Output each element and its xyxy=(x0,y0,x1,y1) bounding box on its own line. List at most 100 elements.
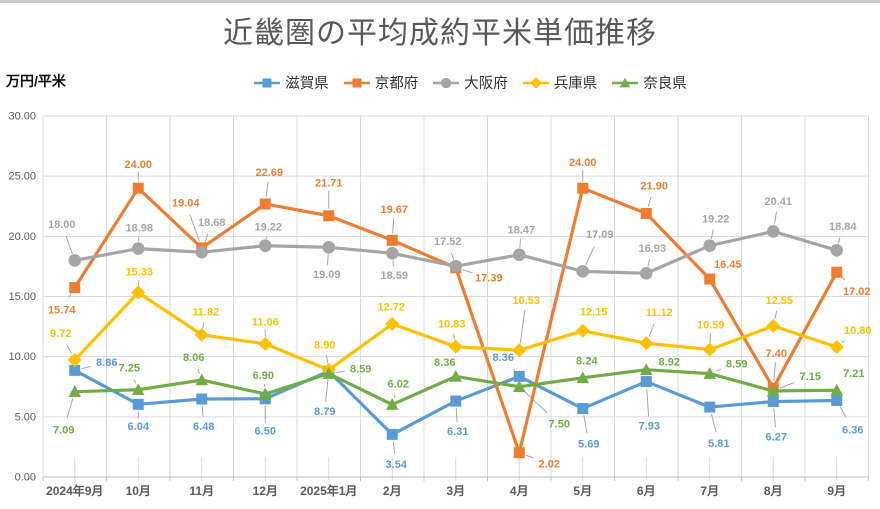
leader-line xyxy=(519,238,522,248)
data-label: 21.90 xyxy=(640,180,668,192)
y-tick-label: 5.00 xyxy=(15,411,36,423)
data-label: 8.79 xyxy=(314,406,335,418)
x-axis xyxy=(42,476,869,481)
x-tick-label: 12月 xyxy=(253,484,278,498)
x-tick-label: 2024年9月 xyxy=(46,483,103,498)
data-label: 8.36 xyxy=(493,352,514,364)
leader-line xyxy=(453,333,456,340)
data-label: 24.00 xyxy=(569,157,597,169)
square-marker xyxy=(262,77,272,88)
data-label: 7.93 xyxy=(639,420,660,432)
leader-line xyxy=(710,413,717,433)
series-line-osaka xyxy=(68,225,844,280)
legend-label: 兵庫県 xyxy=(553,76,598,92)
x-tick-label: 5月 xyxy=(573,484,592,498)
leader-line xyxy=(519,310,526,344)
square-marker xyxy=(704,401,716,413)
legend-key-square-icon xyxy=(343,77,370,88)
square-marker xyxy=(386,234,398,246)
triangle-marker xyxy=(620,77,631,87)
square-marker xyxy=(450,395,462,407)
data-label: 17.09 xyxy=(586,229,614,241)
data-label: 24.00 xyxy=(124,159,152,171)
leader-line xyxy=(81,365,91,370)
legend-key-circle-icon xyxy=(433,77,460,88)
data-label: 18.47 xyxy=(507,225,535,237)
series-line-nara xyxy=(68,363,844,410)
leader-line xyxy=(189,214,200,242)
square-marker xyxy=(577,403,589,415)
square-marker xyxy=(513,447,525,459)
y-tick-label: 20.00 xyxy=(8,231,36,243)
triangle-marker xyxy=(68,385,82,397)
square-marker xyxy=(69,282,81,294)
circle-marker xyxy=(830,243,844,257)
diamond-marker xyxy=(575,323,590,338)
leader-line xyxy=(841,340,846,344)
leader-line xyxy=(841,276,846,281)
triangle-marker xyxy=(195,373,209,386)
triangle-marker xyxy=(703,367,717,379)
leader-line xyxy=(462,269,473,274)
leader-line xyxy=(66,398,74,419)
data-label: 6.27 xyxy=(766,431,787,443)
data-label: 12.55 xyxy=(765,295,793,307)
leader-line xyxy=(202,321,205,328)
circle-marker xyxy=(195,245,209,259)
leader-line xyxy=(392,218,395,234)
square-marker xyxy=(196,393,208,405)
y-tick-label: 0.00 xyxy=(15,472,36,484)
leader-line xyxy=(773,408,776,428)
leader-line xyxy=(66,345,72,355)
diamond-marker xyxy=(258,336,273,351)
data-label: 7.15 xyxy=(800,371,821,383)
data-label: 11.12 xyxy=(646,307,673,319)
x-tick-label: 10月 xyxy=(126,484,151,498)
data-label: 16.45 xyxy=(714,259,742,271)
data-label: 6.04 xyxy=(128,421,150,433)
diamond-marker xyxy=(448,339,463,354)
data-label: 7.21 xyxy=(843,368,864,380)
leader-line xyxy=(68,293,72,298)
square-marker xyxy=(132,398,144,410)
square-marker xyxy=(513,370,525,382)
circle-marker xyxy=(258,239,272,253)
leader-line xyxy=(583,415,588,434)
diamond-marker xyxy=(67,353,82,368)
square-marker xyxy=(767,396,779,408)
data-label: 6.48 xyxy=(193,421,214,433)
data-label: 8.59 xyxy=(726,358,747,370)
data-label: 11.06 xyxy=(252,317,279,329)
data-label: 7.25 xyxy=(119,363,140,375)
data-label: 19.09 xyxy=(313,269,341,281)
circle-marker xyxy=(441,77,452,88)
data-labels: 8.86 6.04 6.48 6.50 8.79 3.54 6.31 8.36 5.69 7.93… xyxy=(48,157,872,471)
legend-key-diamond-icon xyxy=(522,76,549,89)
leader-line xyxy=(513,369,516,372)
y-tick-label: 25.00 xyxy=(8,171,36,183)
data-label: 22.69 xyxy=(255,167,283,179)
triangle-marker xyxy=(131,383,145,396)
data-label: 8.92 xyxy=(659,356,680,368)
x-tick-label: 9月 xyxy=(827,484,846,498)
leader-line xyxy=(201,405,204,417)
series-line-hyogo xyxy=(67,285,844,377)
data-label: 9.72 xyxy=(50,328,71,340)
data-label: 8.24 xyxy=(576,356,598,368)
data-label: 6.02 xyxy=(388,378,409,390)
data-label: 7.09 xyxy=(53,424,74,436)
leader-line xyxy=(524,391,548,413)
data-label: 6.50 xyxy=(255,426,276,438)
legend-item-shiga: 滋賀県 xyxy=(253,72,329,93)
chart-legend: 滋賀県 京都府 大阪府 兵庫県 奈良県 xyxy=(60,72,880,93)
square-marker xyxy=(386,428,398,440)
circle-marker xyxy=(512,248,526,262)
x-tick-label: 7月 xyxy=(700,484,719,498)
diamond-marker xyxy=(829,340,844,355)
data-label: 2.02 xyxy=(539,458,560,470)
data-label: 11.82 xyxy=(192,307,219,319)
square-marker xyxy=(352,77,362,88)
leader-line xyxy=(647,259,651,267)
square-marker xyxy=(831,266,843,278)
leader-line xyxy=(779,381,795,389)
